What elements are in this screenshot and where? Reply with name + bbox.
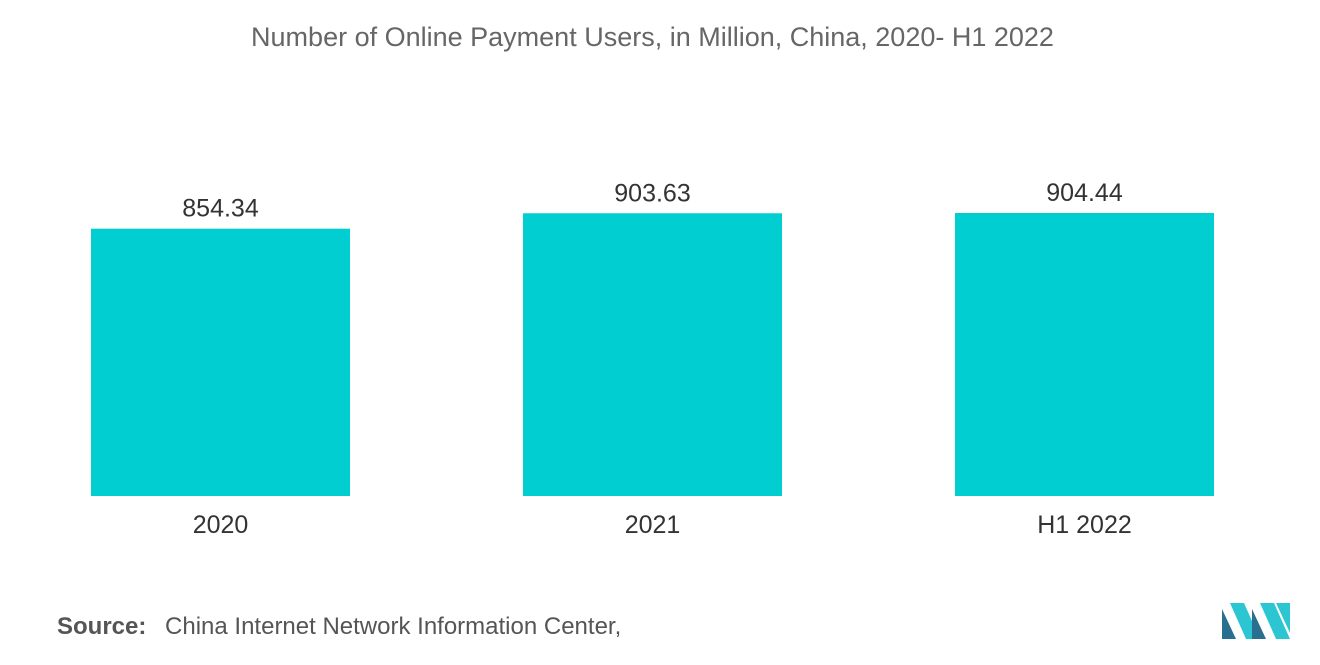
value-labels-layer: 854.34 903.63 904.44 (182, 179, 1123, 223)
mordor-intelligence-logo-icon (1222, 603, 1290, 639)
category-labels-layer: 2020 2021 H1 2022 (193, 511, 1132, 539)
bar-2021 (523, 213, 782, 496)
value-label: 854.34 (182, 195, 259, 223)
category-label: H1 2022 (1037, 511, 1132, 539)
bars-layer (91, 213, 1214, 496)
source-text: China Internet Network Information Cente… (165, 613, 622, 640)
bar-2020 (91, 228, 350, 496)
source-label: Source: (57, 613, 147, 640)
bar-chart: 854.34 903.63 904.44 2020 2021 H1 2022 (91, 179, 1214, 539)
source-note: Source: China Internet Network Informati… (57, 613, 621, 641)
bar-h1-2022 (955, 213, 1214, 496)
value-label: 904.44 (1046, 179, 1123, 207)
chart-title: Number of Online Payment Users, in Milli… (251, 22, 1054, 52)
category-label: 2020 (193, 511, 249, 539)
value-label: 903.63 (614, 179, 690, 207)
category-label: 2021 (625, 511, 681, 539)
